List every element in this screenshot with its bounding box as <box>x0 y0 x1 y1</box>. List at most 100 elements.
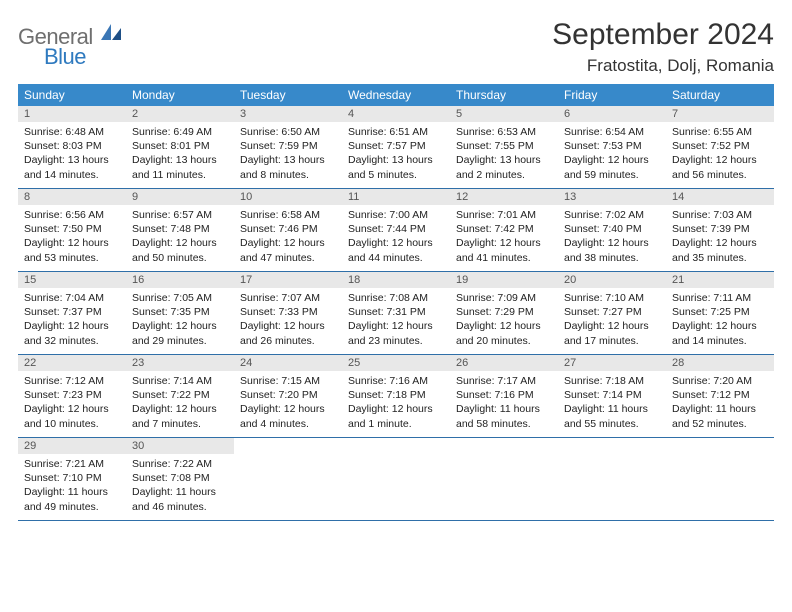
daylight-line: Daylight: 12 hours and 44 minutes. <box>348 236 444 264</box>
sunset-line: Sunset: 7:12 PM <box>672 388 768 402</box>
sunrise-line: Sunrise: 7:09 AM <box>456 291 552 305</box>
day-number: 2 <box>126 106 234 122</box>
sunrise-line: Sunrise: 6:51 AM <box>348 125 444 139</box>
day-body: Sunrise: 7:05 AMSunset: 7:35 PMDaylight:… <box>126 288 234 354</box>
day-number <box>558 438 666 454</box>
day-number: 14 <box>666 189 774 205</box>
day-body: Sunrise: 7:22 AMSunset: 7:08 PMDaylight:… <box>126 454 234 520</box>
sunset-line: Sunset: 7:39 PM <box>672 222 768 236</box>
day-body: Sunrise: 7:20 AMSunset: 7:12 PMDaylight:… <box>666 371 774 437</box>
day-number: 29 <box>18 438 126 454</box>
day-cell: 23Sunrise: 7:14 AMSunset: 7:22 PMDayligh… <box>126 355 234 437</box>
day-number: 20 <box>558 272 666 288</box>
sunset-line: Sunset: 7:29 PM <box>456 305 552 319</box>
day-number: 6 <box>558 106 666 122</box>
day-cell: 12Sunrise: 7:01 AMSunset: 7:42 PMDayligh… <box>450 189 558 271</box>
day-cell: 25Sunrise: 7:16 AMSunset: 7:18 PMDayligh… <box>342 355 450 437</box>
sunset-line: Sunset: 7:20 PM <box>240 388 336 402</box>
day-cell: 6Sunrise: 6:54 AMSunset: 7:53 PMDaylight… <box>558 106 666 188</box>
daylight-line: Daylight: 12 hours and 53 minutes. <box>24 236 120 264</box>
day-number: 24 <box>234 355 342 371</box>
day-body: Sunrise: 6:50 AMSunset: 7:59 PMDaylight:… <box>234 122 342 188</box>
daylight-line: Daylight: 13 hours and 11 minutes. <box>132 153 228 181</box>
day-number: 25 <box>342 355 450 371</box>
weekday-thursday: Thursday <box>450 84 558 106</box>
day-cell: 4Sunrise: 6:51 AMSunset: 7:57 PMDaylight… <box>342 106 450 188</box>
day-body: Sunrise: 7:04 AMSunset: 7:37 PMDaylight:… <box>18 288 126 354</box>
weekday-monday: Monday <box>126 84 234 106</box>
day-cell <box>558 438 666 520</box>
day-body: Sunrise: 7:09 AMSunset: 7:29 PMDaylight:… <box>450 288 558 354</box>
day-cell: 19Sunrise: 7:09 AMSunset: 7:29 PMDayligh… <box>450 272 558 354</box>
day-cell <box>234 438 342 520</box>
sunset-line: Sunset: 7:22 PM <box>132 388 228 402</box>
daylight-line: Daylight: 12 hours and 41 minutes. <box>456 236 552 264</box>
day-body: Sunrise: 6:49 AMSunset: 8:01 PMDaylight:… <box>126 122 234 188</box>
sunrise-line: Sunrise: 6:58 AM <box>240 208 336 222</box>
sunrise-line: Sunrise: 6:55 AM <box>672 125 768 139</box>
day-body <box>450 454 558 463</box>
day-cell: 15Sunrise: 7:04 AMSunset: 7:37 PMDayligh… <box>18 272 126 354</box>
sunrise-line: Sunrise: 7:20 AM <box>672 374 768 388</box>
day-number <box>342 438 450 454</box>
day-body: Sunrise: 7:00 AMSunset: 7:44 PMDaylight:… <box>342 205 450 271</box>
sunset-line: Sunset: 7:52 PM <box>672 139 768 153</box>
sunrise-line: Sunrise: 6:56 AM <box>24 208 120 222</box>
day-cell: 10Sunrise: 6:58 AMSunset: 7:46 PMDayligh… <box>234 189 342 271</box>
brand-logo: General Blue <box>18 18 123 70</box>
day-number <box>666 438 774 454</box>
sunset-line: Sunset: 7:23 PM <box>24 388 120 402</box>
daylight-line: Daylight: 13 hours and 5 minutes. <box>348 153 444 181</box>
daylight-line: Daylight: 12 hours and 1 minute. <box>348 402 444 430</box>
day-number: 8 <box>18 189 126 205</box>
day-number: 30 <box>126 438 234 454</box>
sunrise-line: Sunrise: 7:16 AM <box>348 374 444 388</box>
week-row: 29Sunrise: 7:21 AMSunset: 7:10 PMDayligh… <box>18 438 774 521</box>
sunset-line: Sunset: 8:01 PM <box>132 139 228 153</box>
day-number: 1 <box>18 106 126 122</box>
sunset-line: Sunset: 7:59 PM <box>240 139 336 153</box>
day-body <box>234 454 342 463</box>
day-cell: 11Sunrise: 7:00 AMSunset: 7:44 PMDayligh… <box>342 189 450 271</box>
sunrise-line: Sunrise: 7:03 AM <box>672 208 768 222</box>
day-cell <box>450 438 558 520</box>
day-cell: 28Sunrise: 7:20 AMSunset: 7:12 PMDayligh… <box>666 355 774 437</box>
location-text: Fratostita, Dolj, Romania <box>552 56 774 76</box>
day-body: Sunrise: 6:57 AMSunset: 7:48 PMDaylight:… <box>126 205 234 271</box>
daylight-line: Daylight: 12 hours and 29 minutes. <box>132 319 228 347</box>
day-number: 18 <box>342 272 450 288</box>
day-cell: 7Sunrise: 6:55 AMSunset: 7:52 PMDaylight… <box>666 106 774 188</box>
day-cell: 26Sunrise: 7:17 AMSunset: 7:16 PMDayligh… <box>450 355 558 437</box>
daylight-line: Daylight: 11 hours and 49 minutes. <box>24 485 120 513</box>
day-cell: 5Sunrise: 6:53 AMSunset: 7:55 PMDaylight… <box>450 106 558 188</box>
day-cell: 21Sunrise: 7:11 AMSunset: 7:25 PMDayligh… <box>666 272 774 354</box>
top-bar: General Blue September 2024 Fratostita, … <box>18 18 774 76</box>
day-number: 9 <box>126 189 234 205</box>
sunrise-line: Sunrise: 7:15 AM <box>240 374 336 388</box>
day-number: 12 <box>450 189 558 205</box>
sunset-line: Sunset: 7:44 PM <box>348 222 444 236</box>
day-body: Sunrise: 7:08 AMSunset: 7:31 PMDaylight:… <box>342 288 450 354</box>
day-body: Sunrise: 6:48 AMSunset: 8:03 PMDaylight:… <box>18 122 126 188</box>
day-number: 10 <box>234 189 342 205</box>
day-number: 26 <box>450 355 558 371</box>
day-number: 23 <box>126 355 234 371</box>
daylight-line: Daylight: 12 hours and 7 minutes. <box>132 402 228 430</box>
sunrise-line: Sunrise: 7:22 AM <box>132 457 228 471</box>
day-body: Sunrise: 7:01 AMSunset: 7:42 PMDaylight:… <box>450 205 558 271</box>
sunset-line: Sunset: 7:50 PM <box>24 222 120 236</box>
day-body: Sunrise: 6:56 AMSunset: 7:50 PMDaylight:… <box>18 205 126 271</box>
sunrise-line: Sunrise: 7:18 AM <box>564 374 660 388</box>
day-number: 17 <box>234 272 342 288</box>
day-number: 22 <box>18 355 126 371</box>
sunrise-line: Sunrise: 7:01 AM <box>456 208 552 222</box>
day-cell: 16Sunrise: 7:05 AMSunset: 7:35 PMDayligh… <box>126 272 234 354</box>
sunrise-line: Sunrise: 7:12 AM <box>24 374 120 388</box>
sunset-line: Sunset: 7:10 PM <box>24 471 120 485</box>
daylight-line: Daylight: 13 hours and 8 minutes. <box>240 153 336 181</box>
day-cell <box>342 438 450 520</box>
daylight-line: Daylight: 12 hours and 26 minutes. <box>240 319 336 347</box>
sunrise-line: Sunrise: 7:02 AM <box>564 208 660 222</box>
sunrise-line: Sunrise: 7:00 AM <box>348 208 444 222</box>
sunset-line: Sunset: 7:14 PM <box>564 388 660 402</box>
